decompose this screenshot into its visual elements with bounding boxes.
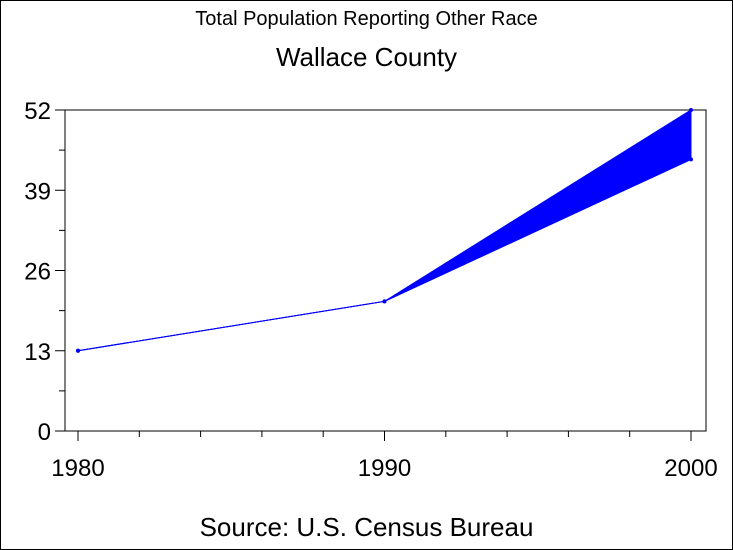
y-tick-label: 52 — [24, 98, 51, 125]
y-tick-label: 0 — [38, 419, 51, 446]
data-point — [76, 348, 80, 353]
chart-subtitle: Total Population Reporting Other Race — [195, 8, 538, 30]
range-band — [77, 109, 692, 352]
chart-footnote: Source: U.S. Census Bureau — [199, 512, 534, 542]
x-tick-label: 1980 — [51, 455, 104, 482]
plot-area — [64, 109, 707, 432]
y-tick-label: 26 — [24, 259, 51, 286]
x-axis: 1980 1990 2000 — [51, 431, 718, 482]
chart-title: Wallace County — [275, 42, 458, 72]
data-point — [689, 108, 693, 112]
x-tick-label: 2000 — [664, 455, 717, 482]
data-point — [382, 299, 387, 304]
y-tick-label: 39 — [24, 178, 51, 205]
data-point — [689, 157, 693, 162]
series-line-1 — [77, 109, 692, 352]
x-tick-label: 1990 — [358, 455, 411, 482]
series-layer — [76, 108, 693, 353]
y-axis: 0 13 26 39 52 — [24, 98, 65, 446]
y-tick-label: 13 — [24, 339, 51, 366]
